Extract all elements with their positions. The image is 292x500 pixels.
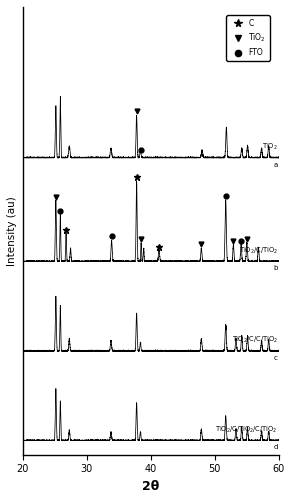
Text: TiO$_2$/C/C/TiO$_2$: TiO$_2$/C/C/TiO$_2$ [232,335,278,345]
Text: a: a [273,162,278,168]
Text: b: b [273,266,278,272]
Text: TiO$_2$/C/TiO$_2$: TiO$_2$/C/TiO$_2$ [239,246,278,256]
Legend: C, TiO$_2$, FTO: C, TiO$_2$, FTO [226,15,270,61]
Y-axis label: Intensity (au): Intensity (au) [7,196,17,266]
X-axis label: 2θ: 2θ [142,480,159,493]
Text: d: d [273,444,278,450]
Text: TiO$_2$/C/TiO$_2$/C/TiO$_2$: TiO$_2$/C/TiO$_2$/C/TiO$_2$ [215,425,278,435]
Text: c: c [274,355,278,361]
Text: TiO$_2$: TiO$_2$ [262,142,278,152]
